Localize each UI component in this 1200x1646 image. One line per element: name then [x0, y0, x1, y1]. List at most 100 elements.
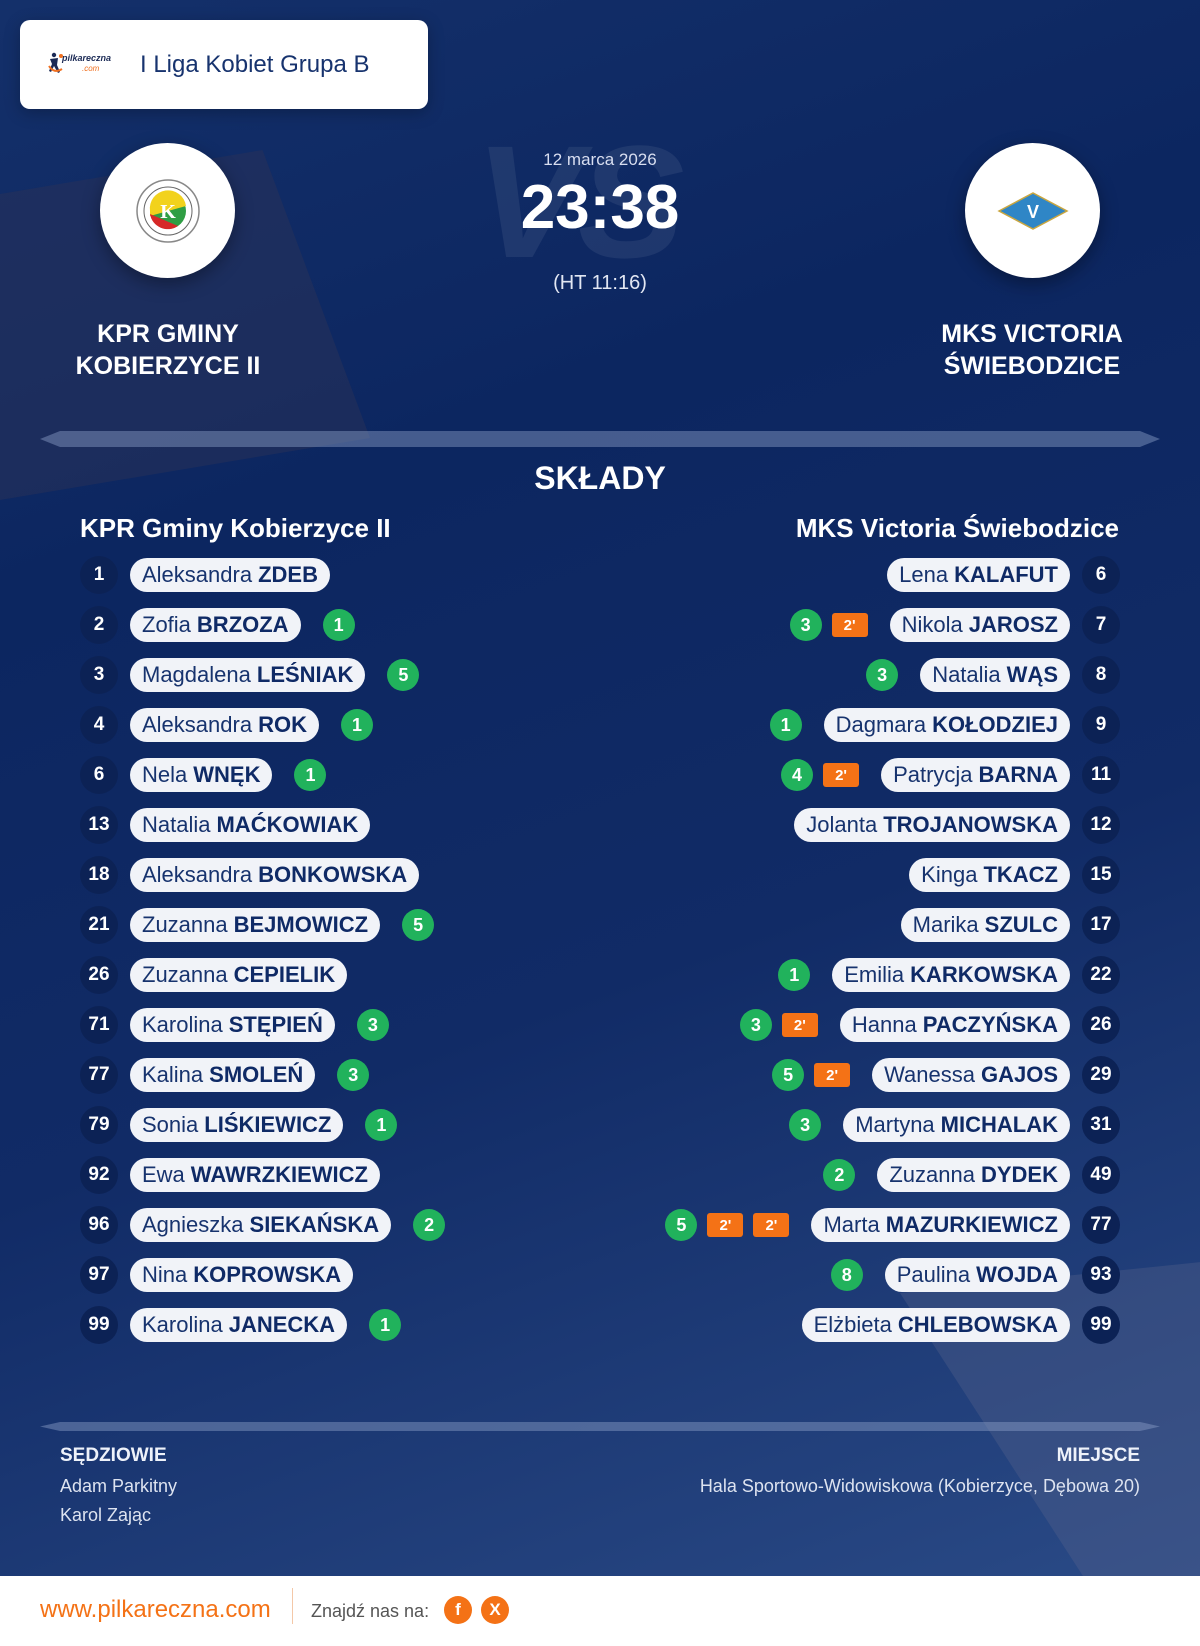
player-first-name: Paulina: [896, 1262, 971, 1287]
player-name: Zofia BRZOZA: [130, 608, 301, 642]
player-name: Kalina SMOLEŃ: [130, 1058, 316, 1092]
player-row: 2 Zuzanna DYDEK 49: [560, 1150, 1120, 1200]
player-row: 71 Karolina STĘPIEŃ 3: [80, 1000, 640, 1050]
player-stats: 5 2' 2': [665, 1209, 790, 1241]
player-row: Jolanta TROJANOWSKA 12: [560, 800, 1120, 850]
player-number: 3: [80, 656, 118, 694]
player-last-name: CEPIELIK: [233, 962, 336, 987]
facebook-icon[interactable]: f: [444, 1596, 472, 1624]
player-first-name: Hanna: [851, 1012, 917, 1037]
goals-badge: 1: [769, 709, 802, 741]
away-team-name-line1: MKS VICTORIA: [941, 320, 1123, 348]
x-icon[interactable]: X: [481, 1596, 509, 1624]
player-row: Elżbieta CHLEBOWSKA 99: [560, 1300, 1120, 1350]
player-row: 77 Kalina SMOLEŃ 3: [80, 1050, 640, 1100]
player-number: 77: [80, 1056, 118, 1094]
player-first-name: Nina: [142, 1262, 188, 1287]
player-number: 4: [80, 706, 118, 744]
player-stats: 3: [337, 1059, 370, 1091]
svg-text:K: K: [160, 201, 176, 223]
player-number: 11: [1082, 756, 1120, 794]
player-last-name: LEŚNIAK: [256, 662, 354, 687]
home-team-name-line2: KOBIERZYCE II: [75, 352, 261, 380]
player-first-name: Sonia: [142, 1112, 199, 1137]
player-first-name: Aleksandra: [142, 562, 253, 587]
player-stats: 1: [369, 1309, 402, 1341]
goals-badge: 1: [778, 959, 811, 991]
away-roster-title: MKS Victoria Świebodzice: [795, 513, 1119, 543]
player-number: 2: [80, 606, 118, 644]
player-number: 99: [80, 1306, 118, 1344]
player-name: Wanessa GAJOS: [872, 1058, 1070, 1092]
player-row: 96 Agnieszka SIEKAŃSKA 2: [80, 1200, 640, 1250]
player-last-name: STĘPIEŃ: [228, 1012, 323, 1037]
player-name: Karolina JANECKA: [130, 1308, 348, 1342]
player-row: 1 Emilia KARKOWSKA 22: [560, 950, 1120, 1000]
player-row: 1 Dagmara KOŁODZIEJ 9: [560, 700, 1120, 750]
player-last-name: WOJDA: [976, 1262, 1058, 1287]
player-last-name: MAZURKIEWICZ: [885, 1212, 1058, 1237]
player-last-name: KOPROWSKA: [193, 1262, 342, 1287]
player-stats: 3 2': [789, 609, 868, 641]
home-team-name-line1: KPR GMINY: [97, 320, 239, 348]
player-row: 4 Aleksandra ROK 1: [80, 700, 640, 750]
player-row: 99 Karolina JANECKA 1: [80, 1300, 640, 1350]
player-number: 93: [1082, 1256, 1120, 1294]
referee-name: Adam Parkitny: [60, 1476, 178, 1496]
halftime-score: (HT 11:16): [553, 272, 647, 294]
player-last-name: MAĆKOWIAK: [216, 812, 359, 837]
player-number: 9: [1082, 706, 1120, 744]
player-last-name: ZDEB: [258, 562, 318, 587]
player-number: 96: [80, 1206, 118, 1244]
goals-badge: 3: [337, 1059, 370, 1091]
away-roster: Lena KALAFUT 6 3 2' Nikola JAROSZ 7 3 Natalia WĄS 8…: [560, 550, 1120, 1350]
divider: [40, 1422, 1160, 1431]
player-number: 26: [80, 956, 118, 994]
player-stats: 1: [769, 709, 802, 741]
player-stats: 3: [356, 1009, 389, 1041]
player-first-name: Nikola: [901, 612, 963, 637]
player-first-name: Zuzanna: [889, 1162, 975, 1187]
player-row: 6 Nela WNĘK 1: [80, 750, 640, 800]
site-link[interactable]: www.pilkareczna.com: [40, 1596, 271, 1623]
player-number: 22: [1082, 956, 1120, 994]
brand-logo[interactable]: pilkareczna .com: [48, 50, 120, 80]
player-first-name: Kalina: [142, 1062, 204, 1087]
final-score: 23:38: [520, 173, 680, 242]
player-row: 3 Martyna MICHALAK 31: [560, 1100, 1120, 1150]
goals-badge: 2: [413, 1209, 446, 1241]
player-name: Ewa WAWRZKIEWICZ: [130, 1158, 380, 1192]
venue-value: Hala Sportowo-Widowiskowa (Kobierzyce, D…: [699, 1476, 1140, 1496]
player-number: 49: [1082, 1156, 1120, 1194]
player-name: Marika SZULC: [900, 908, 1070, 942]
player-number: 77: [1082, 1206, 1120, 1244]
player-number: 29: [1082, 1056, 1120, 1094]
player-name: Karolina STĘPIEŃ: [130, 1008, 335, 1042]
victoria-crest-icon: V: [996, 191, 1069, 230]
player-last-name: KARKOWSKA: [910, 962, 1058, 987]
player-number: 6: [1082, 556, 1120, 594]
goals-badge: 4: [781, 759, 814, 791]
player-stats: 4 2': [781, 759, 860, 791]
player-last-name: CHLEBOWSKA: [897, 1312, 1058, 1337]
goals-badge: 3: [739, 1009, 772, 1041]
player-name: Aleksandra BONKOWSKA: [130, 858, 420, 892]
referee-name: Karol Zając: [60, 1505, 152, 1525]
player-row: 2 Zofia BRZOZA 1: [80, 600, 640, 650]
handball-player-icon: [48, 52, 63, 73]
player-number: 71: [80, 1006, 118, 1044]
player-number: 12: [1082, 806, 1120, 844]
player-row: 3 Natalia WĄS 8: [560, 650, 1120, 700]
away-team-name: MKS VICTORIA ŚWIEBODZICE: [902, 318, 1162, 382]
home-team-name: KPR GMINY KOBIERZYCE II: [38, 318, 298, 382]
player-row: 3 Magdalena LEŚNIAK 5: [80, 650, 640, 700]
goals-badge: 3: [789, 609, 822, 641]
player-name: Magdalena LEŚNIAK: [130, 658, 366, 692]
player-last-name: TKACZ: [983, 862, 1058, 887]
player-name: Agnieszka SIEKAŃSKA: [130, 1208, 392, 1242]
player-number: 17: [1082, 906, 1120, 944]
footer-bar: [0, 1576, 1200, 1646]
footer-separator: [292, 1588, 293, 1624]
player-name: Elżbieta CHLEBOWSKA: [801, 1308, 1070, 1342]
player-first-name: Agnieszka: [142, 1212, 244, 1237]
